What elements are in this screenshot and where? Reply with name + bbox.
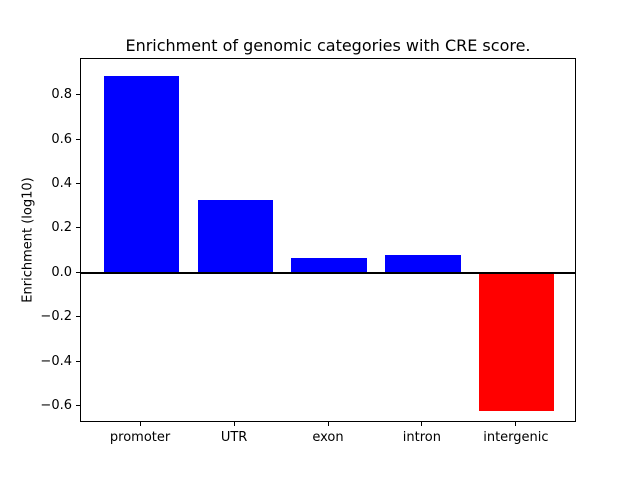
bar-intron (385, 255, 461, 274)
y-tick-label: 0.6 (51, 131, 72, 147)
y-tick-label: 0.4 (51, 175, 72, 191)
chart-title: Enrichment of genomic categories with CR… (125, 36, 531, 55)
x-tick-mark (327, 422, 329, 426)
y-tick-mark (76, 94, 80, 96)
y-tick-mark (76, 138, 80, 140)
x-tick-mark (515, 422, 517, 426)
x-tick-label-UTR: UTR (220, 430, 248, 445)
y-tick-mark (76, 227, 80, 229)
y-tick-mark (76, 316, 80, 318)
x-tick-mark (233, 422, 235, 426)
x-tick-mark (421, 422, 423, 426)
y-axis-label: Enrichment (log10) (20, 177, 36, 303)
bar-intergenic (479, 273, 555, 411)
x-tick-label-promoter: promoter (109, 430, 171, 445)
y-tick-label: −0.4 (40, 353, 72, 369)
bar-promoter (103, 75, 179, 274)
y-tick-mark (76, 404, 80, 406)
zero-line (81, 272, 575, 275)
y-tick-label: 0.0 (51, 264, 72, 280)
y-tick-mark (76, 271, 80, 273)
y-tick-label: −0.2 (40, 309, 72, 325)
x-tick-mark (139, 422, 141, 426)
x-tick-label-exon: exon (312, 430, 344, 445)
x-tick-label-intron: intron (402, 430, 441, 445)
bar-UTR (197, 199, 273, 274)
y-tick-label: 0.2 (51, 220, 72, 236)
y-tick-mark (76, 360, 80, 362)
y-tick-label: 0.8 (51, 87, 72, 103)
plot-area (80, 58, 576, 422)
y-tick-mark (76, 182, 80, 184)
bar-exon (291, 257, 367, 274)
y-tick-label: −0.6 (40, 397, 72, 413)
x-tick-label-intergenic: intergenic (483, 430, 549, 445)
